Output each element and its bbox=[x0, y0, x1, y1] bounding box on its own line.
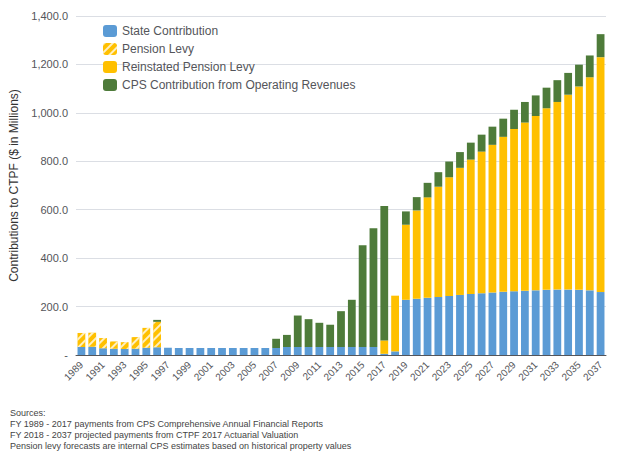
svg-text:2009: 2009 bbox=[278, 359, 302, 383]
svg-text:400.0: 400.0 bbox=[40, 252, 68, 264]
svg-text:FY 2018 - 2037 projected payme: FY 2018 - 2037 projected payments from C… bbox=[10, 430, 298, 440]
svg-text:2033: 2033 bbox=[538, 359, 562, 383]
svg-text:CPS Contribution from Operatin: CPS Contribution from Operating Revenues bbox=[122, 78, 355, 92]
svg-text:2007: 2007 bbox=[257, 359, 281, 383]
svg-text:2023: 2023 bbox=[430, 359, 454, 383]
svg-text:800.0: 800.0 bbox=[40, 155, 68, 167]
svg-text:2021: 2021 bbox=[408, 359, 432, 383]
svg-text:2025: 2025 bbox=[451, 359, 475, 383]
svg-text:2017: 2017 bbox=[365, 359, 389, 383]
svg-text:Pension levy forecasts are int: Pension levy forecasts are internal CPS … bbox=[10, 441, 352, 451]
svg-text:2003: 2003 bbox=[213, 359, 237, 383]
svg-text:1995: 1995 bbox=[127, 359, 151, 383]
svg-text:1997: 1997 bbox=[148, 359, 172, 383]
svg-text:2013: 2013 bbox=[321, 359, 345, 383]
svg-text:-: - bbox=[64, 349, 68, 361]
svg-text:1989: 1989 bbox=[62, 359, 86, 383]
svg-text:FY 1989 - 2017 payments from C: FY 1989 - 2017 payments from CPS Compreh… bbox=[10, 419, 323, 429]
svg-text:1,200.0: 1,200.0 bbox=[31, 58, 68, 70]
svg-text:1,400.0: 1,400.0 bbox=[31, 10, 68, 22]
svg-text:2005: 2005 bbox=[235, 359, 259, 383]
svg-text:1993: 1993 bbox=[105, 359, 129, 383]
svg-text:1999: 1999 bbox=[170, 359, 194, 383]
svg-text:2015: 2015 bbox=[343, 359, 367, 383]
svg-text:1991: 1991 bbox=[83, 359, 107, 383]
svg-text:Pension Levy: Pension Levy bbox=[122, 42, 194, 56]
svg-text:600.0: 600.0 bbox=[40, 204, 68, 216]
svg-text:Contributions to CTPF ($ in Mi: Contributions to CTPF ($ in Millions) bbox=[7, 89, 21, 282]
svg-text:200.0: 200.0 bbox=[40, 301, 68, 313]
svg-text:2011: 2011 bbox=[300, 359, 323, 382]
svg-text:2031: 2031 bbox=[516, 359, 540, 383]
svg-text:2001: 2001 bbox=[192, 359, 216, 383]
svg-text:1,000.0: 1,000.0 bbox=[31, 107, 68, 119]
svg-text:2029: 2029 bbox=[494, 359, 518, 383]
svg-text:Reinstated Pension Levy: Reinstated Pension Levy bbox=[122, 60, 255, 74]
svg-text:2035: 2035 bbox=[559, 359, 583, 383]
svg-text:2019: 2019 bbox=[386, 359, 410, 383]
svg-text:Sources:: Sources: bbox=[10, 408, 46, 418]
svg-text:2037: 2037 bbox=[581, 359, 605, 383]
svg-text:State Contribution: State Contribution bbox=[122, 24, 218, 38]
svg-text:2027: 2027 bbox=[473, 359, 497, 383]
